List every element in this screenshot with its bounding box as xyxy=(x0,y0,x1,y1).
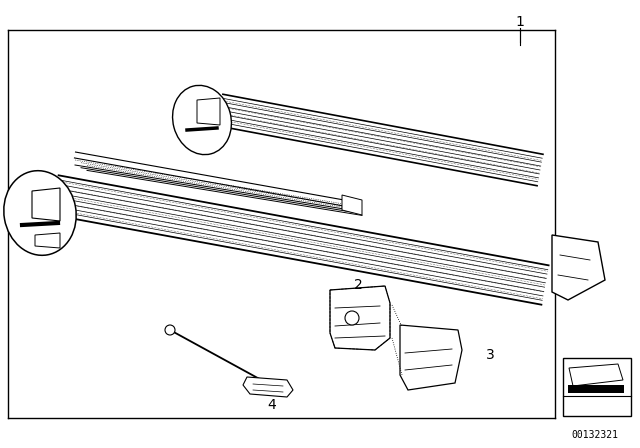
Circle shape xyxy=(345,311,359,325)
Polygon shape xyxy=(35,233,60,248)
Polygon shape xyxy=(330,286,390,350)
Polygon shape xyxy=(243,377,293,397)
Polygon shape xyxy=(569,364,623,386)
Ellipse shape xyxy=(173,86,232,155)
Text: 4: 4 xyxy=(268,398,276,412)
Text: 1: 1 xyxy=(516,15,524,29)
Text: 3: 3 xyxy=(486,348,494,362)
Ellipse shape xyxy=(4,171,76,255)
Polygon shape xyxy=(400,325,462,390)
Text: 2: 2 xyxy=(354,278,362,292)
Text: 00132321: 00132321 xyxy=(572,430,618,440)
Polygon shape xyxy=(32,188,60,221)
Polygon shape xyxy=(342,195,362,215)
Bar xyxy=(563,358,631,416)
Polygon shape xyxy=(197,98,220,125)
Circle shape xyxy=(165,325,175,335)
Polygon shape xyxy=(552,235,605,300)
Bar xyxy=(568,385,624,393)
